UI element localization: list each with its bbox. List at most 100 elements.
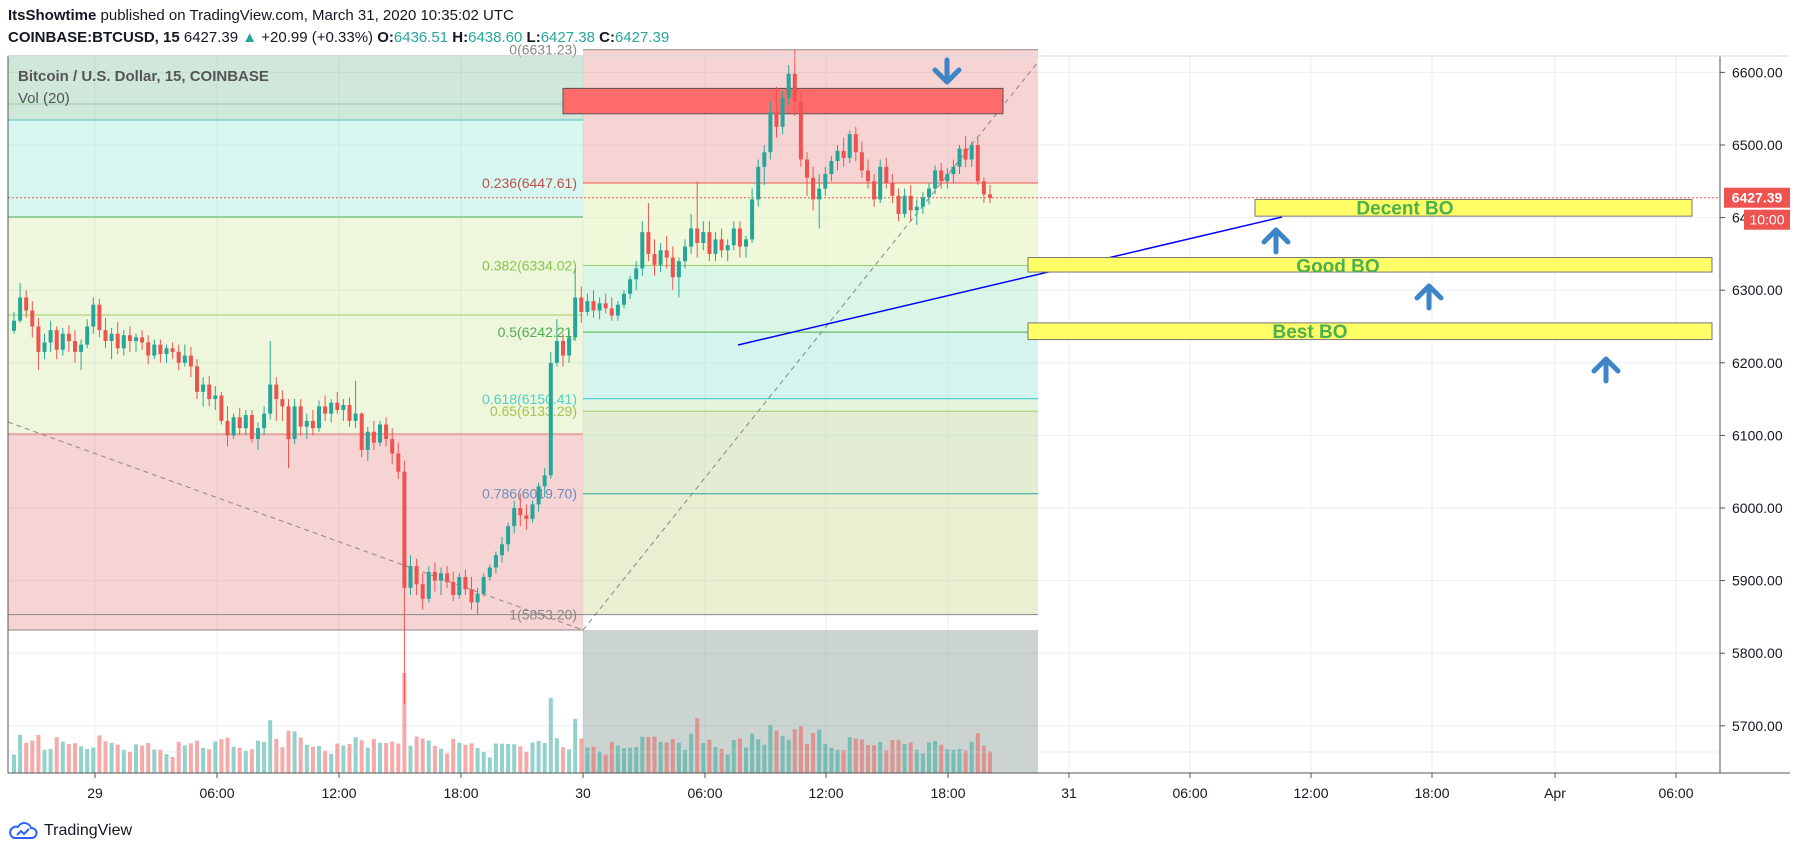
y-tick-label: 5900.00 — [1732, 573, 1783, 589]
volume-bar — [280, 747, 285, 773]
fib-retracement[interactable]: 0(6631.23) 0.236(6447.61) 0.382(6334.02) 0.… — [8, 42, 1038, 773]
candle-body — [725, 245, 730, 251]
volume-bar — [127, 751, 132, 773]
candle-body — [792, 73, 797, 102]
candle-body — [140, 337, 145, 343]
volume-bar — [835, 749, 840, 773]
volume-bar — [957, 749, 962, 773]
volume-bar — [914, 749, 919, 773]
x-tick-label: 31 — [1061, 785, 1077, 801]
volume-bar — [48, 748, 53, 773]
candle-body — [805, 159, 809, 178]
candle-body — [481, 576, 486, 594]
breakout-zone-box[interactable] — [1027, 257, 1713, 273]
volume-bar — [371, 739, 376, 773]
low-value: 6427.38 — [540, 29, 595, 46]
volume-bar — [91, 747, 96, 773]
volume-bar — [902, 744, 907, 773]
fib-trend-line-right[interactable] — [582, 61, 1039, 631]
fib-band — [583, 183, 1038, 266]
candle-body — [170, 348, 175, 352]
breakout-zone-box[interactable] — [1027, 322, 1713, 341]
candle-body — [695, 228, 700, 244]
volume-bar — [762, 744, 767, 773]
volume-bar — [768, 725, 773, 773]
candle-body — [85, 326, 90, 345]
support-trend-line[interactable] — [737, 216, 1283, 346]
volume-bar — [939, 744, 944, 773]
candle-body — [530, 504, 535, 519]
candle-body — [975, 145, 980, 182]
arrow-down-icon[interactable] — [932, 57, 962, 85]
candle-body — [97, 304, 102, 331]
candle-body — [744, 239, 748, 247]
fib-level-label: 0.786(6019.70) — [482, 486, 577, 502]
volume-bar — [18, 734, 23, 773]
candle-body — [48, 330, 53, 343]
close-value: 6427.39 — [614, 29, 670, 46]
fib-trend-line-left[interactable] — [7, 421, 584, 631]
volume-bar — [85, 749, 90, 773]
volume-bar — [988, 751, 992, 773]
volume-bar — [341, 745, 346, 773]
y-tick-label: 6000.00 — [1732, 500, 1783, 516]
candle-body — [36, 326, 41, 352]
candle-body — [365, 431, 370, 450]
arrow-up-icon[interactable] — [1591, 356, 1621, 384]
candle-body — [384, 424, 389, 440]
y-tick-label: 5800.00 — [1732, 645, 1783, 661]
candle-body — [603, 303, 608, 309]
arrow-up-icon[interactable] — [1414, 283, 1444, 311]
fib-band-left — [8, 55, 583, 120]
candle-body — [347, 404, 352, 421]
candle-body — [829, 160, 834, 175]
candle-body — [811, 177, 816, 200]
symbol-label[interactable]: COINBASE:BTCUSD, 15 — [8, 29, 180, 46]
author-name[interactable]: ItsShowtime — [8, 7, 97, 24]
volume-bar — [402, 673, 407, 773]
x-tick-label: 06:00 — [1658, 785, 1693, 801]
candle-body — [103, 330, 108, 342]
volume-bar — [725, 754, 730, 773]
published-text: published on TradingView.com, March 31, … — [96, 7, 514, 24]
volume-bar — [750, 733, 755, 773]
volume-bar — [188, 743, 193, 773]
fib-band — [583, 411, 1038, 494]
candle-body — [24, 297, 29, 311]
volume-bar — [780, 736, 785, 773]
fib-band — [583, 493, 1038, 615]
legend-title[interactable]: Bitcoin / U.S. Dollar, 15, COINBASE — [18, 68, 269, 85]
open-label: O: — [377, 29, 394, 46]
candle-body — [878, 166, 883, 200]
publish-info: ItsShowtime published on TradingView.com… — [8, 6, 514, 26]
candle-body — [683, 246, 687, 262]
candle-body — [371, 431, 376, 443]
candle-body — [554, 341, 559, 363]
volume-bar — [542, 743, 547, 773]
volume-bar — [554, 738, 559, 773]
candle-body — [115, 333, 120, 349]
close-label: C: — [599, 29, 615, 46]
y-tick-label: 6200.00 — [1732, 355, 1783, 371]
low-label: L: — [526, 29, 541, 46]
volume-bar — [164, 754, 169, 773]
candle-body — [243, 415, 248, 429]
tradingview-footer[interactable]: TradingView — [8, 822, 132, 840]
volume-bar — [42, 749, 47, 773]
volume-bar — [530, 742, 535, 773]
y-tick-label: 6500.00 — [1732, 137, 1783, 153]
volume-bar — [884, 750, 889, 773]
candle-body — [591, 301, 596, 311]
volume-bar — [481, 751, 486, 773]
legend-volume[interactable]: Vol (20) — [18, 90, 70, 107]
volume-bar — [512, 744, 517, 773]
arrow-up-icon[interactable] — [1261, 227, 1291, 255]
volume-bar — [609, 741, 614, 773]
breakout-zones[interactable]: Decent BO Good BO Best BO — [1027, 198, 1713, 343]
volume-bar — [524, 751, 529, 773]
breakout-zone-box[interactable] — [1254, 198, 1693, 217]
volume-bar — [951, 749, 956, 773]
candle-body — [841, 150, 846, 159]
volume-bar — [225, 737, 230, 773]
